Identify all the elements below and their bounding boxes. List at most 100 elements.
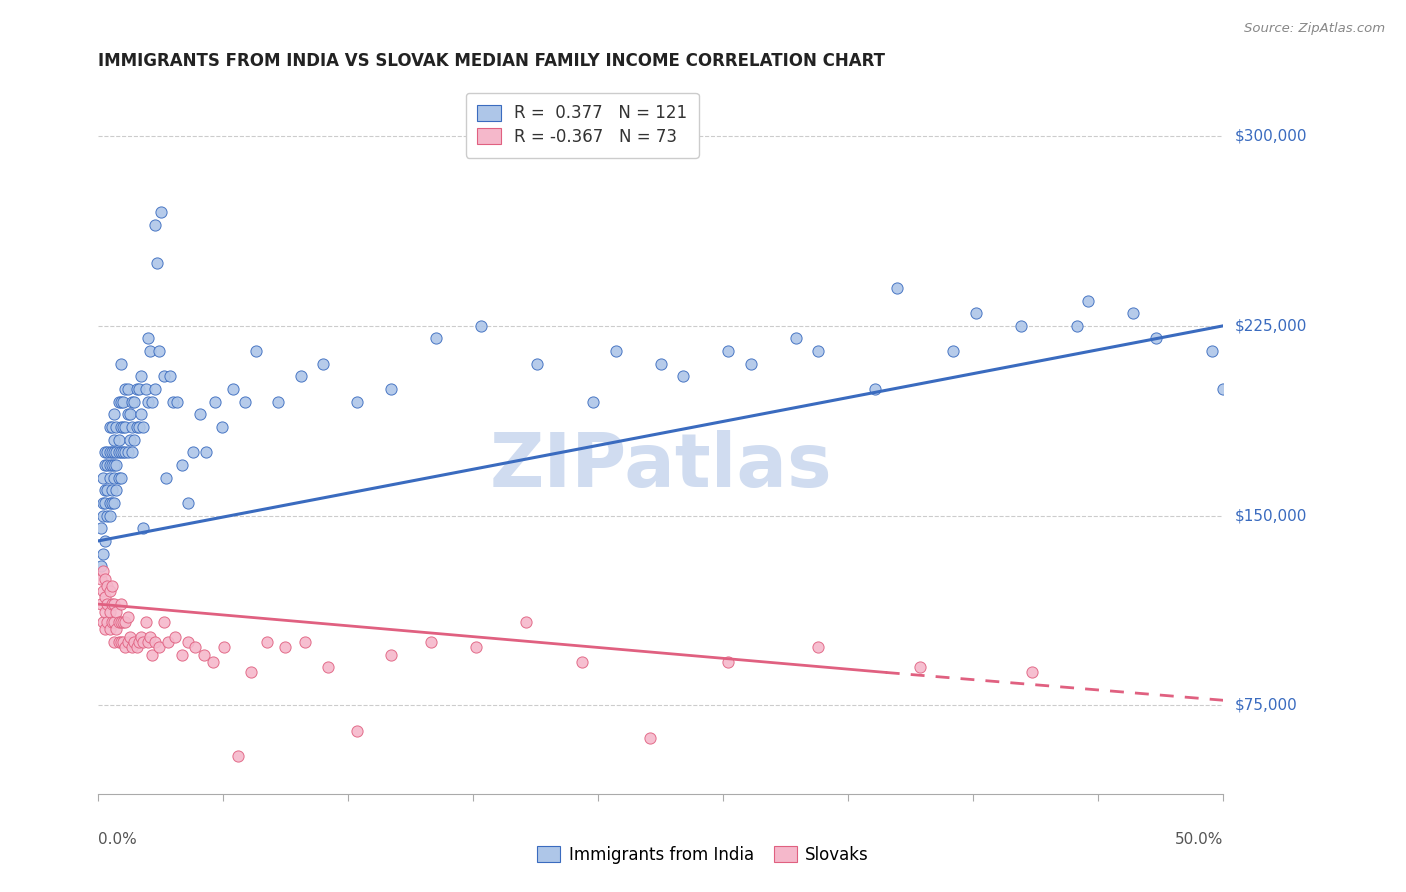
Point — [908, 660, 931, 674]
Point — [346, 394, 368, 409]
Point — [1201, 344, 1223, 359]
Point — [202, 656, 225, 670]
Point — [96, 483, 118, 498]
Point — [94, 458, 117, 472]
Point — [110, 470, 132, 484]
Point — [103, 597, 125, 611]
Point — [294, 635, 316, 649]
Point — [136, 394, 159, 409]
Point — [717, 656, 740, 670]
Point — [90, 521, 112, 535]
Point — [91, 470, 114, 484]
Point — [420, 635, 443, 649]
Point — [105, 445, 128, 459]
Text: $150,000: $150,000 — [1234, 508, 1306, 523]
Text: $300,000: $300,000 — [1234, 128, 1306, 144]
Point — [98, 623, 121, 637]
Point — [128, 635, 150, 649]
Point — [1122, 306, 1144, 320]
Point — [107, 470, 129, 484]
Point — [110, 635, 132, 649]
Point — [170, 648, 193, 662]
Point — [465, 640, 488, 654]
Point — [886, 281, 908, 295]
Point — [1010, 318, 1032, 333]
Point — [150, 205, 173, 219]
Point — [101, 579, 124, 593]
Point — [785, 331, 807, 345]
Point — [1077, 293, 1099, 308]
Point — [112, 445, 135, 459]
Point — [515, 615, 537, 629]
Point — [132, 521, 155, 535]
Point — [1144, 331, 1167, 345]
Point — [114, 640, 136, 654]
Text: $225,000: $225,000 — [1234, 318, 1306, 334]
Point — [863, 382, 886, 396]
Point — [316, 660, 339, 674]
Point — [195, 445, 218, 459]
Point — [112, 420, 135, 434]
Point — [94, 590, 117, 604]
Point — [91, 496, 114, 510]
Point — [571, 656, 593, 670]
Point — [181, 445, 204, 459]
Point — [98, 445, 121, 459]
Point — [117, 408, 139, 422]
Point — [233, 394, 256, 409]
Point — [152, 369, 174, 384]
Point — [526, 357, 548, 371]
Point — [135, 382, 157, 396]
Point — [101, 597, 124, 611]
Point — [132, 420, 155, 434]
Point — [91, 508, 114, 523]
Point — [380, 382, 402, 396]
Point — [638, 731, 661, 746]
Point — [112, 615, 135, 629]
Point — [132, 635, 155, 649]
Point — [1066, 318, 1088, 333]
Point — [98, 496, 121, 510]
Point — [107, 635, 129, 649]
Point — [157, 635, 180, 649]
Point — [163, 630, 186, 644]
Point — [96, 445, 118, 459]
Point — [121, 394, 143, 409]
Point — [114, 615, 136, 629]
Point — [124, 635, 146, 649]
Text: $75,000: $75,000 — [1234, 698, 1298, 713]
Point — [117, 382, 139, 396]
Point — [155, 470, 177, 484]
Point — [107, 615, 129, 629]
Point — [91, 615, 114, 629]
Point — [121, 420, 143, 434]
Point — [114, 445, 136, 459]
Point — [105, 605, 128, 619]
Point — [117, 635, 139, 649]
Point — [148, 640, 170, 654]
Point — [148, 344, 170, 359]
Point — [245, 344, 267, 359]
Point — [103, 445, 125, 459]
Point — [101, 496, 124, 510]
Point — [717, 344, 740, 359]
Point — [98, 420, 121, 434]
Point — [128, 382, 150, 396]
Point — [125, 382, 148, 396]
Point — [146, 255, 169, 269]
Point — [101, 445, 124, 459]
Point — [177, 496, 200, 510]
Point — [1021, 665, 1043, 680]
Point — [105, 458, 128, 472]
Point — [274, 640, 297, 654]
Point — [118, 408, 141, 422]
Point — [94, 605, 117, 619]
Text: IMMIGRANTS FROM INDIA VS SLOVAK MEDIAN FAMILY INCOME CORRELATION CHART: IMMIGRANTS FROM INDIA VS SLOVAK MEDIAN F… — [98, 53, 886, 70]
Point — [380, 648, 402, 662]
Point — [136, 635, 159, 649]
Point — [114, 382, 136, 396]
Point — [143, 382, 166, 396]
Point — [159, 369, 181, 384]
Point — [605, 344, 627, 359]
Point — [470, 318, 492, 333]
